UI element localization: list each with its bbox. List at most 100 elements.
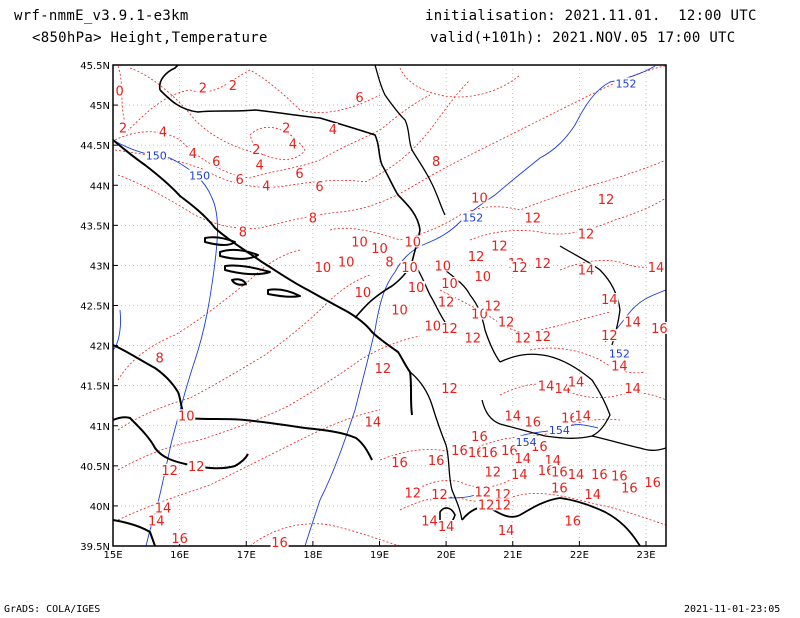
label-backdrop — [237, 225, 248, 238]
label-backdrop — [497, 523, 516, 536]
label-backdrop — [600, 329, 619, 342]
temperature-label: 12 — [484, 300, 501, 315]
temperature-label: 12 — [465, 332, 482, 347]
italy-heel — [113, 416, 249, 470]
isotherm-12-d — [414, 479, 511, 491]
temperature-label: 12 — [441, 382, 458, 397]
temperature-label: 6 — [295, 167, 303, 182]
label-backdrop — [523, 211, 542, 224]
label-backdrop — [463, 331, 482, 344]
label-backdrop — [440, 382, 459, 395]
label-backdrop — [294, 167, 305, 180]
label-backdrop — [254, 158, 265, 171]
label-backdrop — [523, 415, 542, 428]
temperature-label: 10 — [441, 277, 458, 292]
label-backdrop — [114, 84, 125, 97]
isotherm-14-d — [529, 347, 646, 374]
label-backdrop — [390, 303, 409, 316]
label-backdrop — [610, 359, 629, 372]
label-backdrop — [437, 519, 456, 532]
height-label: 152 — [616, 77, 637, 90]
tick-label-lon: 15E — [103, 550, 122, 561]
temperature-label: 12 — [578, 227, 595, 242]
temperature-label: 4 — [189, 147, 197, 162]
label-backdrop — [403, 486, 422, 499]
temperature-label: 4 — [289, 138, 297, 153]
temperature-label: 12 — [598, 193, 615, 208]
temperature-label: 16 — [451, 444, 468, 459]
label-backdrop — [650, 321, 669, 334]
temperature-label: 10 — [315, 261, 332, 276]
isotherm-10-b — [117, 274, 371, 431]
temperature-label: 14 — [601, 293, 618, 308]
label-backdrop — [473, 485, 492, 498]
tick-label-lat: 39.5N — [80, 542, 110, 553]
temperature-label: 14 — [568, 468, 585, 483]
height-label: 154 — [549, 424, 570, 437]
label-backdrop — [154, 351, 165, 364]
label-backdrop — [537, 379, 556, 392]
isotherm-12-b — [117, 335, 421, 471]
label-backdrop — [643, 475, 662, 488]
temperature-label: 14 — [584, 488, 601, 503]
temperature-label: 8 — [309, 211, 317, 226]
temperature-label: 16 — [591, 468, 608, 483]
temperature-label: 6 — [315, 180, 323, 195]
temperature-label: 12 — [478, 498, 495, 513]
label-backdrop — [567, 375, 586, 388]
temperature-label: 14 — [624, 382, 641, 397]
temperature-label: 4 — [329, 123, 337, 138]
label-backdrop — [647, 261, 666, 274]
temperature-label: 4 — [159, 126, 167, 141]
label-backdrop — [510, 261, 529, 274]
temperature-label: 16 — [501, 444, 518, 459]
label-backdrop — [251, 143, 262, 156]
label-backdrop — [390, 455, 409, 468]
isotherm-6 — [114, 79, 471, 188]
isotherm-8-b — [117, 249, 301, 381]
isotherm-4 — [114, 94, 431, 179]
label-backdrop — [550, 481, 569, 494]
label-backdrop — [623, 315, 642, 328]
label-backdrop — [313, 261, 332, 274]
label-backdrop — [197, 81, 208, 94]
label-backdrop — [513, 331, 532, 344]
tick-label-lon: 18E — [303, 550, 322, 561]
temperature-label: 2 — [119, 122, 127, 137]
label-backdrop — [373, 362, 392, 375]
temperature-label: 10 — [471, 191, 488, 206]
label-backdrop — [363, 415, 382, 428]
temperature-label: 14 — [365, 416, 382, 431]
temperature-label: 14 — [538, 380, 555, 395]
label-backdrop — [170, 531, 189, 544]
label-backdrop — [403, 235, 422, 248]
tick-label-lat: 44.5N — [80, 141, 110, 152]
isotherm-4-b — [129, 67, 266, 156]
label-backdrop — [307, 211, 318, 224]
temperature-label: 2 — [252, 143, 260, 158]
label-backdrop — [493, 487, 512, 500]
temperature-label: 4 — [262, 179, 270, 194]
tick-label-lon: 21E — [503, 550, 522, 561]
temperature-label: 12 — [511, 261, 528, 276]
label-backdrop — [467, 249, 486, 262]
temperature-label: 12 — [468, 250, 485, 265]
label-backdrop — [620, 481, 639, 494]
label-backdrop — [533, 329, 552, 342]
temperature-label: 12 — [375, 362, 392, 377]
label-backdrop — [188, 169, 212, 181]
temperature-label: 10 — [405, 235, 422, 250]
bosnia-border — [159, 89, 421, 319]
tick-label-lat: 40N — [90, 502, 110, 513]
height-label: 152 — [462, 211, 483, 224]
italy-coast — [113, 344, 373, 461]
label-backdrop — [440, 277, 459, 290]
tick-label-lat: 45N — [90, 101, 110, 112]
label-backdrop — [423, 319, 442, 332]
label-backdrop — [153, 501, 172, 514]
temperature-label: 12 — [494, 498, 511, 513]
temperature-label: 16 — [611, 469, 628, 484]
label-backdrop — [160, 463, 179, 476]
label-backdrop — [577, 227, 596, 240]
label-backdrop — [314, 180, 325, 193]
